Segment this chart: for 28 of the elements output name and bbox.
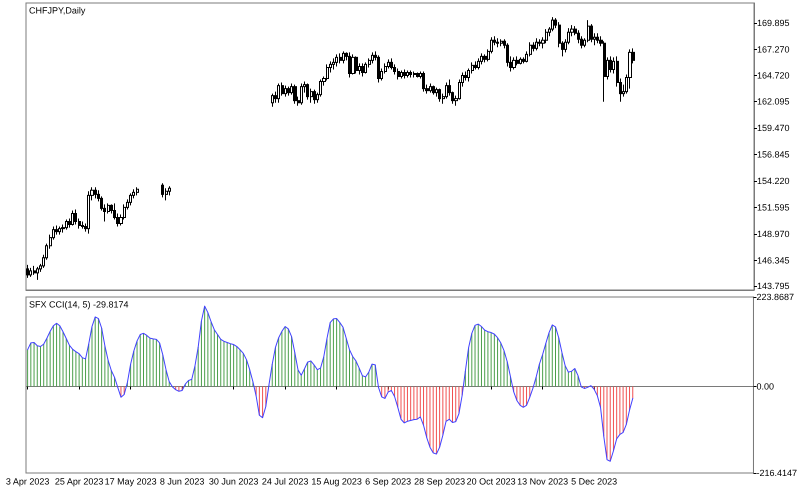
y-tick-label: 162.095 (757, 96, 790, 107)
x-tick-label: 25 Apr 2023 (54, 476, 104, 486)
y-tick-label: 143.795 (757, 281, 790, 292)
x-tick-label: 30 Jun 2023 (208, 476, 258, 486)
y-tick-label: 223.8687 (756, 292, 794, 302)
chart-title: SFX CCI(14, 5) -29.8174 (29, 300, 129, 310)
x-tick-label: 13 Nov 2023 (517, 476, 568, 486)
y-tick-label: 167.270 (757, 44, 790, 55)
y-tick-label: 169.895 (757, 18, 790, 28)
x-tick-label: 15 Aug 2023 (311, 476, 362, 486)
y-tick-label: 154.220 (757, 176, 790, 186)
x-tick-label: 6 Sep 2023 (365, 476, 412, 486)
x-tick-label: 20 Oct 2023 (466, 476, 516, 486)
x-tick-label: 24 Jul 2023 (262, 476, 308, 486)
y-tick-label: 148.970 (757, 228, 790, 239)
x-tick-label: 17 May 2023 (104, 476, 157, 486)
y-tick-label: 146.345 (757, 255, 790, 266)
y-tick-label: 151.595 (757, 202, 790, 212)
x-tick-label: 8 Jun 2023 (160, 476, 204, 486)
y-tick-label: 0.00 (756, 381, 774, 392)
y-tick-label: 159.470 (757, 123, 790, 134)
chart-title: CHFJPY,Daily (29, 6, 86, 16)
y-tick-label: 156.845 (757, 150, 790, 160)
x-tick-label: 3 Apr 2023 (6, 476, 50, 486)
y-tick-label: -216.4147 (756, 468, 798, 478)
y-tick-label: 164.720 (757, 70, 790, 80)
x-tick-label: 5 Dec 2023 (571, 476, 618, 486)
x-tick-label: 28 Sep 2023 (414, 476, 466, 486)
